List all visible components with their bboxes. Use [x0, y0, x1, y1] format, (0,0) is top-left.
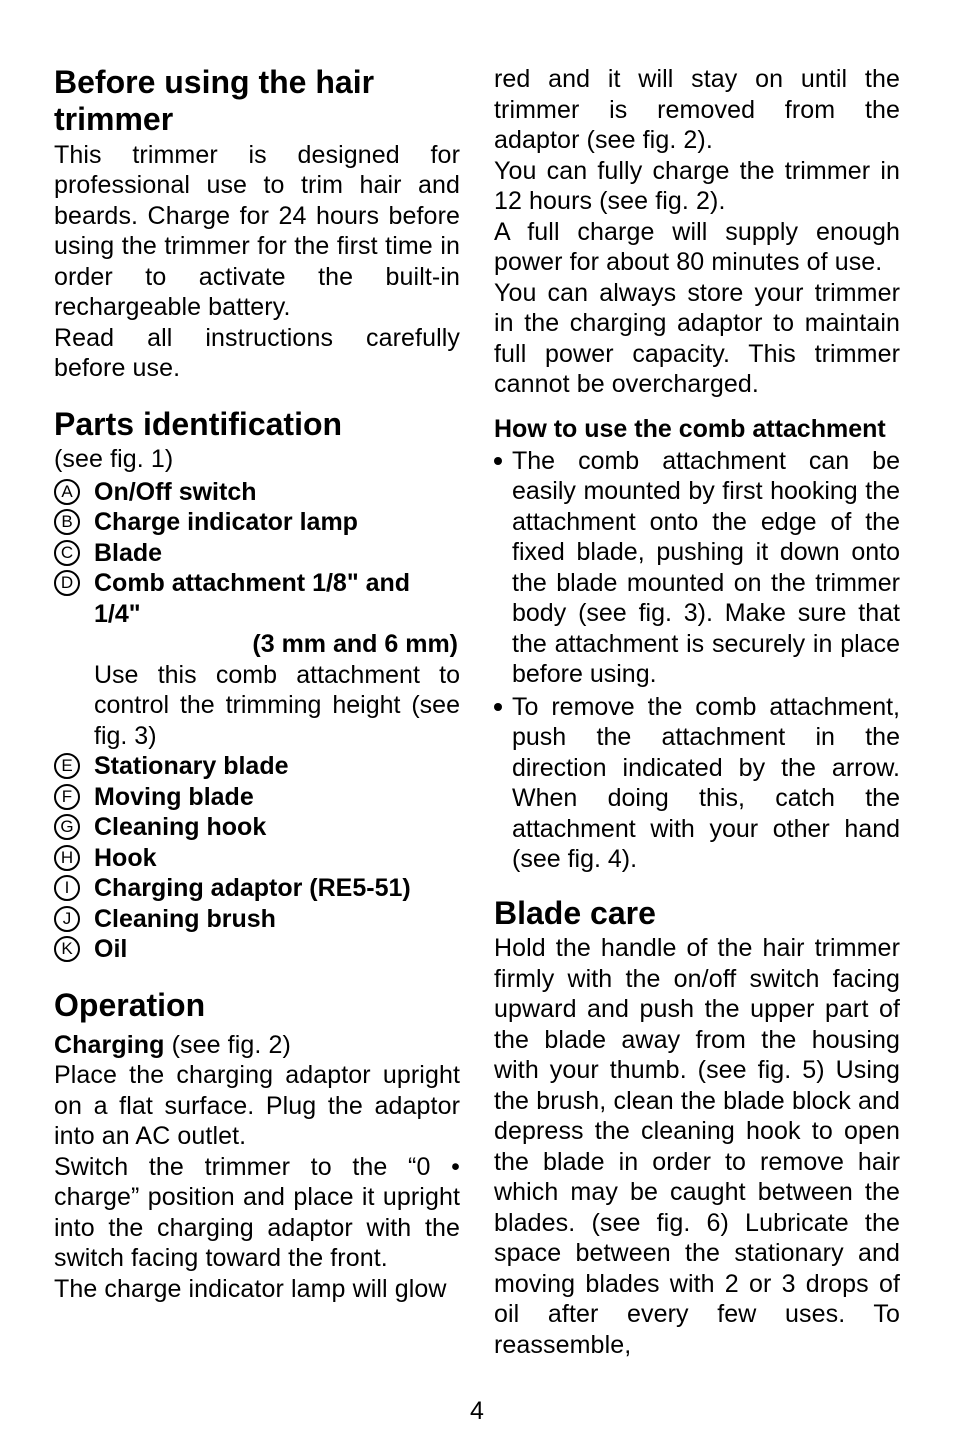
- charging-label: Charging: [54, 1031, 165, 1059]
- part-item-f: F Moving blade: [54, 782, 460, 813]
- part-label: Moving blade: [94, 782, 460, 813]
- part-item-b: B Charge indicator lamp: [54, 507, 460, 538]
- circled-letter-icon: G: [54, 814, 80, 840]
- cont-p4: You can always store your trimmer in the…: [494, 278, 900, 400]
- part-label: Oil: [94, 934, 460, 965]
- cont-p2: You can fully charge the trimmer in 12 h…: [494, 156, 900, 217]
- charging-line: Charging (see fig. 2): [54, 1030, 460, 1061]
- part-d-line2: (3 mm and 6 mm): [94, 629, 460, 660]
- part-label: Cleaning brush: [94, 904, 460, 935]
- list-item: The comb attachment can be easily mounte…: [494, 446, 900, 690]
- blade-care-p1: Hold the handle of the hair trimmer firm…: [494, 933, 900, 1360]
- cont-p3: A full charge will supply enough power f…: [494, 217, 900, 278]
- part-label: Cleaning hook: [94, 812, 460, 843]
- part-item-j: J Cleaning brush: [54, 904, 460, 935]
- page-columns: Before using the hair trimmer This trimm…: [54, 64, 900, 1360]
- parts-see-fig: (see fig. 1): [54, 444, 460, 475]
- heading-comb-attachment: How to use the comb attachment: [494, 414, 900, 444]
- parts-list: A On/Off switch B Charge indicator lamp …: [54, 477, 460, 965]
- comb-bullet-list: The comb attachment can be easily mounte…: [494, 446, 900, 875]
- circled-letter-icon: I: [54, 875, 80, 901]
- part-d-line1: Comb attachment 1/8" and 1/4": [94, 569, 410, 628]
- part-item-h: H Hook: [54, 843, 460, 874]
- heading-parts-identification: Parts identification: [54, 406, 460, 443]
- list-item: To remove the comb attachment, push the …: [494, 692, 900, 875]
- part-item-g: G Cleaning hook: [54, 812, 460, 843]
- bullet-icon: [494, 457, 502, 465]
- circled-letter-icon: B: [54, 509, 80, 535]
- operation-p2: Switch the trimmer to the “0 • charge” p…: [54, 1152, 460, 1274]
- operation-p1: Place the charging adaptor upright on a …: [54, 1060, 460, 1152]
- part-d-subnote: Use this comb attachment to control the …: [94, 660, 460, 752]
- part-label: Stationary blade: [94, 751, 460, 782]
- cont-p1: red and it will stay on until the trimme…: [494, 64, 900, 156]
- part-item-d: D Comb attachment 1/8" and 1/4" (3 mm an…: [54, 568, 460, 751]
- circled-letter-icon: E: [54, 753, 80, 779]
- circled-letter-icon: K: [54, 936, 80, 962]
- circled-letter-icon: F: [54, 784, 80, 810]
- right-column: red and it will stay on until the trimme…: [494, 64, 900, 1360]
- circled-letter-icon: A: [54, 479, 80, 505]
- page-number: 4: [0, 1397, 954, 1426]
- left-column: Before using the hair trimmer This trimm…: [54, 64, 460, 1360]
- part-item-i: I Charging adaptor (RE5-51): [54, 873, 460, 904]
- heading-before-using: Before using the hair trimmer: [54, 64, 460, 138]
- part-item-c: C Blade: [54, 538, 460, 569]
- before-paragraph-1: This trimmer is designed for professiona…: [54, 140, 460, 323]
- part-label: Charging adaptor (RE5-51): [94, 873, 460, 904]
- comb-bullet-2: To remove the comb attachment, push the …: [512, 692, 900, 875]
- part-label: Hook: [94, 843, 460, 874]
- part-label: Comb attachment 1/8" and 1/4" (3 mm and …: [94, 568, 460, 751]
- circled-letter-icon: H: [54, 845, 80, 871]
- bullet-icon: [494, 703, 502, 711]
- part-item-e: E Stationary blade: [54, 751, 460, 782]
- before-paragraph-2: Read all instructions carefully before u…: [54, 323, 460, 384]
- part-label: Charge indicator lamp: [94, 507, 460, 538]
- part-label: On/Off switch: [94, 477, 460, 508]
- circled-letter-icon: J: [54, 906, 80, 932]
- heading-blade-care: Blade care: [494, 895, 900, 932]
- circled-letter-icon: D: [54, 570, 80, 596]
- heading-operation: Operation: [54, 987, 460, 1024]
- part-label: Blade: [94, 538, 460, 569]
- operation-p3: The charge indicator lamp will glow: [54, 1274, 460, 1305]
- comb-bullet-1: The comb attachment can be easily mounte…: [512, 446, 900, 690]
- charging-ref: (see fig. 2): [165, 1031, 291, 1059]
- part-item-k: K Oil: [54, 934, 460, 965]
- part-item-a: A On/Off switch: [54, 477, 460, 508]
- circled-letter-icon: C: [54, 540, 80, 566]
